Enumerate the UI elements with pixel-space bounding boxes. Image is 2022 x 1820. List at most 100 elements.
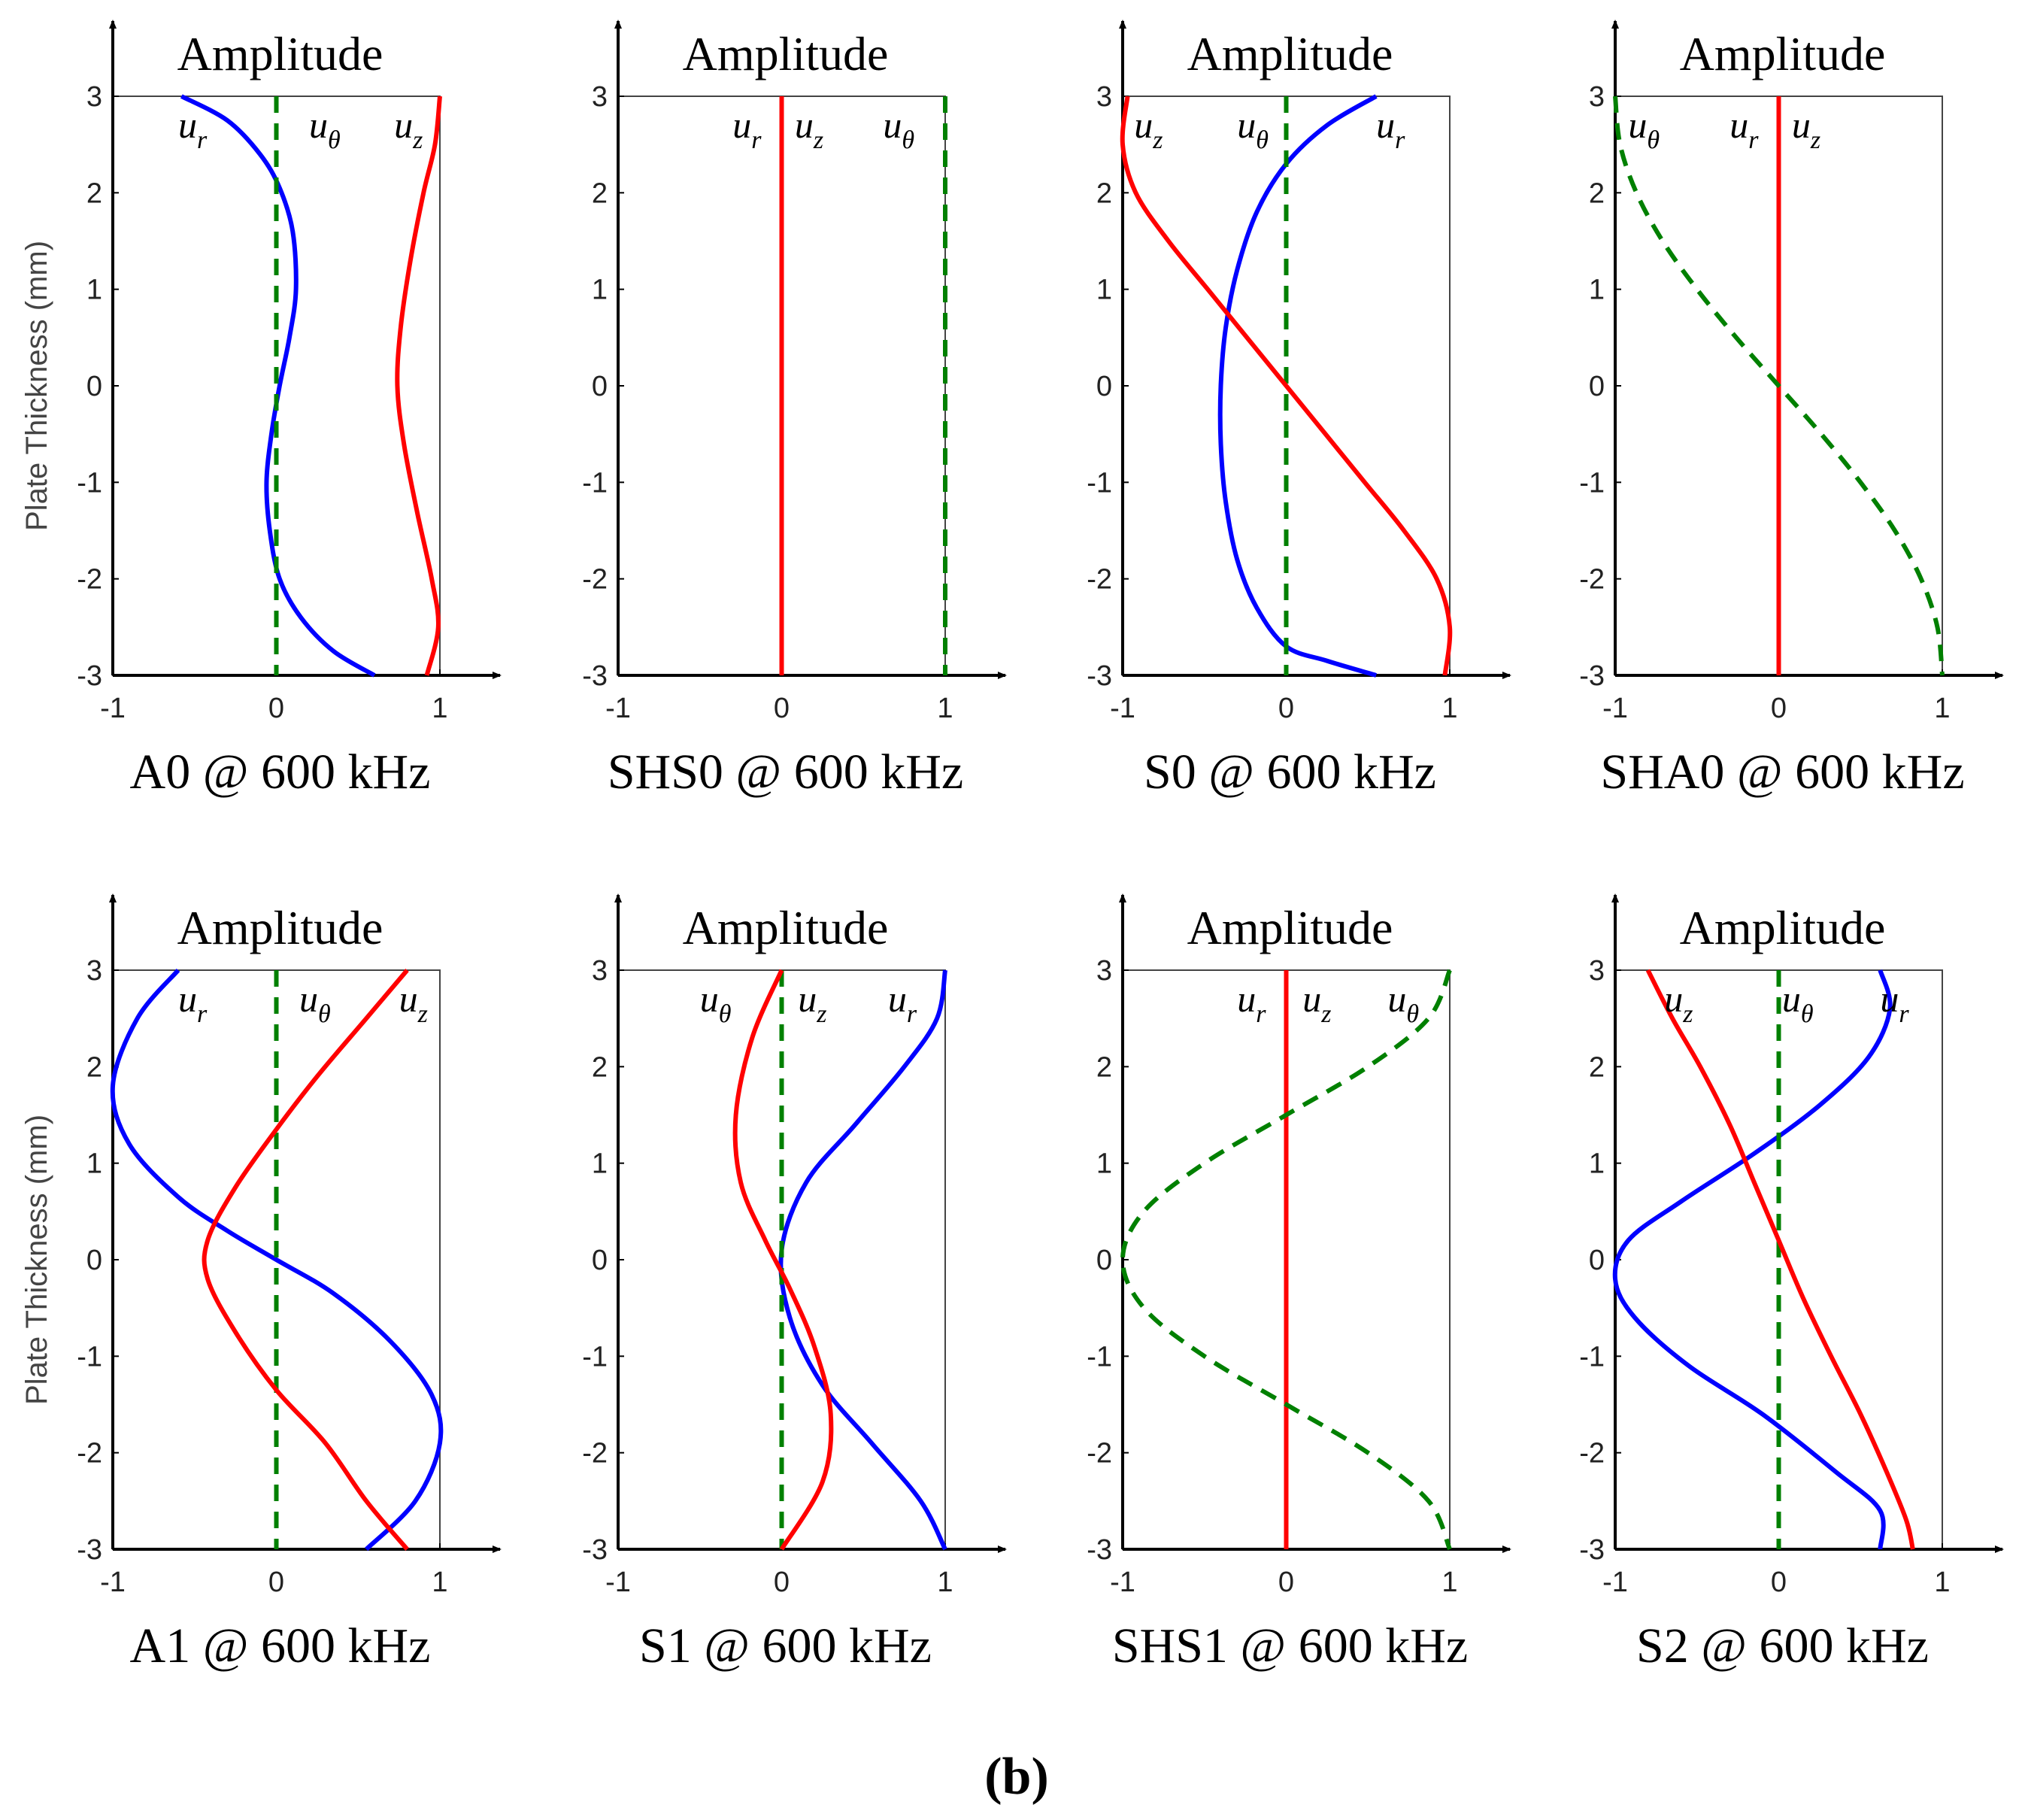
y-tick-label: 0 [1096, 1245, 1112, 1276]
series-label: uθ [883, 104, 914, 154]
y-tick-label: 0 [1096, 371, 1112, 402]
x-tick-label: 0 [1278, 693, 1294, 724]
y-tick-label: 3 [592, 81, 608, 113]
y-tick-label: -1 [77, 467, 102, 499]
panel-caption: SHS0 @ 600 kHz [608, 745, 963, 799]
y-tick-label: 0 [86, 371, 102, 402]
y-tick-label: 3 [1096, 955, 1112, 987]
series-line-u-r [110, 969, 444, 1552]
panel-title: Amplitude [1680, 901, 1886, 954]
y-tick-label: 0 [592, 371, 608, 402]
panel-title: Amplitude [177, 27, 383, 80]
y-tick-label: 0 [1589, 1245, 1605, 1276]
series-label: uz [1134, 104, 1163, 154]
x-tick-label: -1 [605, 693, 631, 724]
y-tick-label: 3 [86, 81, 102, 113]
y-tick-label: -3 [582, 1534, 608, 1566]
y-tick-label: 2 [1096, 1051, 1112, 1083]
x-tick-label: 1 [1934, 1567, 1950, 1598]
y-tick-label: 2 [592, 1051, 608, 1083]
y-tick-label: -3 [582, 660, 608, 692]
y-tick-label: 2 [1589, 177, 1605, 209]
y-tick-label: -2 [1087, 564, 1112, 596]
series-label: ur [1880, 978, 1909, 1028]
x-tick-label: -1 [1110, 1567, 1135, 1598]
series-label: uθ [1387, 978, 1419, 1028]
series-line-u-r [1612, 969, 1893, 1550]
series-line-u-theta [1120, 969, 1452, 1551]
panel-caption: A0 @ 600 kHz [130, 745, 431, 799]
x-tick-label: -1 [605, 1567, 631, 1598]
x-tick-label: 0 [774, 693, 790, 724]
y-tick-label: -3 [77, 660, 102, 692]
y-tick-label: -2 [77, 1438, 102, 1470]
series-label: uz [394, 104, 423, 154]
panel-caption: S1 @ 600 kHz [639, 1618, 932, 1673]
y-tick-label: -2 [1087, 1438, 1112, 1470]
y-tick-label: -3 [1579, 660, 1605, 692]
series-label: ur [1376, 104, 1405, 154]
x-tick-label: -1 [1602, 1567, 1628, 1598]
panel-title: Amplitude [1680, 27, 1886, 80]
y-tick-label: 1 [86, 1148, 102, 1180]
panel-title: Amplitude [1187, 27, 1393, 80]
panel-title: Amplitude [1187, 901, 1393, 954]
x-tick-label: 0 [268, 693, 284, 724]
series-label: uθ [309, 104, 341, 154]
y-tick-label: 1 [1096, 1148, 1112, 1180]
series-label: uz [798, 978, 826, 1028]
series-label: uz [1664, 978, 1693, 1028]
panel-caption: A1 @ 600 kHz [130, 1618, 431, 1673]
series-label: uθ [1782, 978, 1814, 1028]
series-label: ur [1729, 104, 1759, 154]
figure-label: (b) [984, 1748, 1049, 1806]
y-tick-label: 3 [86, 955, 102, 987]
panel-title: Amplitude [177, 901, 383, 954]
y-axis-label: Plate Thickness (mm) [20, 241, 53, 531]
series-label: ur [178, 978, 208, 1028]
x-tick-label: 0 [774, 1567, 790, 1598]
y-tick-label: 3 [1096, 81, 1112, 113]
y-tick-label: -1 [77, 1341, 102, 1373]
series-label: ur [1237, 978, 1266, 1028]
x-tick-label: -1 [100, 1567, 126, 1598]
y-tick-label: -2 [582, 564, 608, 596]
y-tick-label: 3 [592, 955, 608, 987]
y-tick-label: 2 [86, 1051, 102, 1083]
y-tick-label: -1 [1087, 467, 1112, 499]
x-tick-label: 0 [268, 1567, 284, 1598]
series-line-u-z [395, 96, 442, 676]
series-label: uz [1302, 978, 1331, 1028]
y-tick-label: -3 [1087, 1534, 1112, 1566]
y-tick-label: 0 [86, 1245, 102, 1276]
y-tick-label: 1 [86, 275, 102, 306]
x-tick-label: 1 [1441, 1567, 1457, 1598]
y-tick-label: -3 [1087, 660, 1112, 692]
x-tick-label: 1 [1441, 693, 1457, 724]
series-line-u-z [202, 969, 409, 1551]
x-tick-label: 1 [1934, 693, 1950, 724]
panel-caption: SHS1 @ 600 kHz [1112, 1618, 1468, 1673]
series-label: uz [795, 104, 823, 154]
series-line-u-r [1217, 94, 1378, 678]
series-label: uz [1792, 104, 1820, 154]
y-tick-label: 3 [1589, 81, 1605, 113]
series-line-u-z [732, 969, 834, 1551]
x-tick-label: 1 [937, 693, 953, 724]
y-tick-label: -1 [582, 467, 608, 499]
series-label: uθ [1628, 104, 1660, 154]
x-tick-label: 1 [432, 693, 447, 724]
y-tick-label: 2 [592, 177, 608, 209]
x-tick-label: 0 [1278, 1567, 1294, 1598]
panel-title: Amplitude [683, 901, 889, 954]
series-label: uθ [1237, 104, 1269, 154]
